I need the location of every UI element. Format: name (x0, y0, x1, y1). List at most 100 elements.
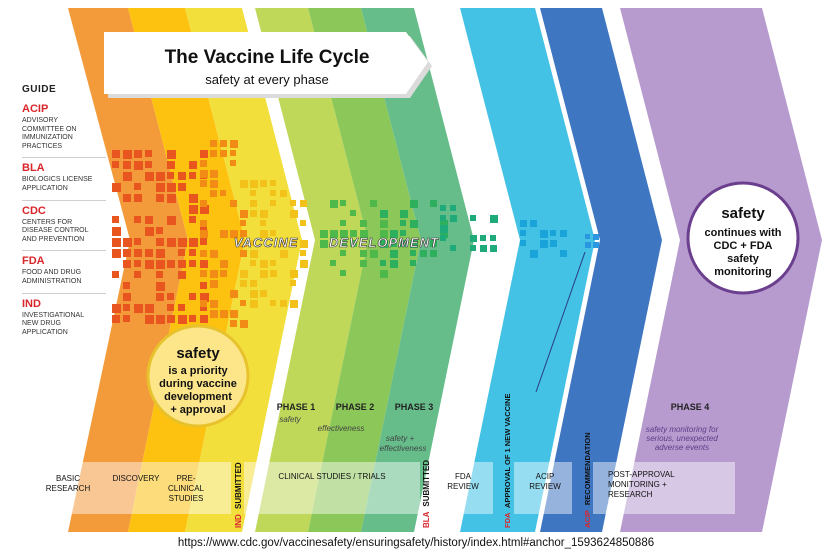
mosaic-pixel (210, 170, 218, 178)
mosaic-pixel (300, 200, 307, 207)
mosaic-pixel (156, 293, 164, 301)
phase-note-3: safety + (386, 434, 415, 443)
mosaic-pixel (270, 270, 277, 277)
mosaic-pixel (330, 200, 338, 208)
mosaic-pixel (560, 230, 567, 237)
glossary-item-ind: IND INVESTIGATIONAL NEW DRUG APPLICATION (22, 294, 106, 344)
glossary-abbr: CDC (22, 204, 46, 217)
mosaic-pixel (210, 140, 217, 147)
band-phase2 (308, 8, 421, 532)
mosaic-pixel (440, 220, 448, 228)
mosaic-pixel (340, 250, 346, 256)
mosaic-pixel (440, 215, 446, 221)
title-card: The Vaccine Life Cycle safety at every p… (104, 32, 432, 98)
mosaic-pixel (200, 200, 207, 207)
mosaic-pixel (200, 205, 209, 214)
mosaic-pixel (593, 242, 599, 248)
mosaic-pixel (178, 304, 185, 311)
mosaic-pixel (189, 194, 198, 203)
mosaic-pixel (200, 270, 207, 277)
mosaic-pixel (390, 250, 398, 258)
mosaic-pixel (340, 220, 346, 226)
mosaic-pixel (156, 194, 164, 202)
mosaic-pixel (440, 205, 446, 211)
mosaic-pixel (360, 250, 367, 257)
mosaic-pixel (260, 220, 266, 226)
mosaic-pixel (490, 215, 498, 223)
phase-note-2: effectiveness (318, 424, 365, 433)
mosaic-pixel (250, 290, 258, 298)
mosaic-pixel (300, 240, 308, 248)
mosaic-pixel (123, 260, 131, 268)
mosaic-pixel (189, 249, 196, 256)
mosaic-pixel (290, 240, 297, 247)
mosaic-pixel (560, 250, 567, 257)
milestone-bla-submitted: BLA SUBMITTED (422, 460, 431, 528)
mosaic-pixel (330, 230, 338, 238)
mosaic-pixel (380, 220, 388, 228)
mosaic-pixel (178, 172, 186, 180)
mosaic-pixel (178, 260, 186, 268)
mosaic-pixel (123, 150, 132, 159)
stage-label: CLINICAL (168, 484, 205, 493)
mosaic-pixel (260, 290, 267, 297)
mosaic-pixel (134, 150, 142, 158)
mosaic-pixel (540, 240, 548, 248)
mosaic-pixel (585, 242, 591, 248)
mosaic-pixel (156, 282, 165, 291)
mosaic-pixel (145, 216, 153, 224)
mosaic-pixel (390, 260, 398, 268)
mosaic-pixel (540, 230, 548, 238)
mosaic-pixel (430, 250, 437, 257)
mosaic-pixel (380, 210, 388, 218)
mosaic-pixel (250, 300, 258, 308)
mosaic-pixel (200, 315, 208, 323)
stage-label: DISCOVERY (113, 474, 161, 483)
glossary-abbr: BLA (22, 162, 45, 175)
stage-box-preclinical (165, 462, 231, 514)
mosaic-pixel (112, 150, 120, 158)
mosaic-pixel (156, 249, 165, 258)
mosaic-pixel (200, 170, 208, 178)
band-acip-review (540, 8, 662, 532)
mosaic-pixel (145, 150, 152, 157)
mosaic-pixel (430, 240, 437, 247)
glossary-item-cdc: CDC CENTERS FOR DISEASE CONTROL AND PREV… (22, 201, 106, 252)
mosaic-pixel (167, 172, 174, 179)
mosaic-pixel (260, 230, 268, 238)
mosaic-pixel (134, 161, 143, 170)
mosaic-pixel (260, 180, 267, 187)
mosaic-pixel (145, 304, 154, 313)
pixel-mosaic (112, 140, 599, 328)
mosaic-pixel (200, 230, 208, 238)
mosaic-pixel (260, 210, 268, 218)
mosaic-pixel (380, 240, 388, 248)
stage-label: ACIP (536, 472, 555, 481)
mosaic-pixel (410, 200, 418, 208)
mosaic-pixel (380, 260, 386, 266)
mosaic-pixel (112, 227, 121, 236)
stage-label: STUDIES (169, 494, 204, 503)
glossary-item-fda: FDA FOOD AND DRUG ADMINISTRATION (22, 251, 106, 294)
mosaic-pixel (156, 260, 165, 269)
mosaic-pixel (585, 234, 590, 239)
mosaic-pixel (520, 230, 526, 236)
stage-label: RESEARCH (46, 484, 91, 493)
mosaic-pixel (360, 230, 368, 238)
mosaic-pixel (340, 230, 348, 238)
mosaic-pixel (167, 260, 175, 268)
source-url[interactable]: https://www.cdc.gov/vaccinesafety/ensuri… (177, 537, 655, 549)
banner-word-vaccine: VACCINE (234, 235, 299, 250)
milestone-abbr: BLA (422, 511, 431, 528)
mosaic-pixel (450, 215, 457, 222)
mosaic-pixel (230, 310, 238, 318)
mosaic-pixel (200, 260, 208, 268)
stage-label: CLINICAL STUDIES / TRIALS (278, 472, 385, 481)
mosaic-pixel (167, 315, 175, 323)
glossary-panel: GUIDE ACIP ADVISORY COMMITTEE ON IMMUNIZ… (22, 84, 106, 343)
mosaic-pixel (112, 183, 121, 192)
mosaic-pixel (480, 235, 486, 241)
mosaic-pixel (200, 282, 207, 289)
svg-text:FDA APPROVAL OF 1 NEW VA: FDA APPROVAL OF 1 NEW VACCINE (503, 393, 512, 528)
svg-text:IND SUBMITTED: IND SUBMITTED (234, 462, 243, 528)
